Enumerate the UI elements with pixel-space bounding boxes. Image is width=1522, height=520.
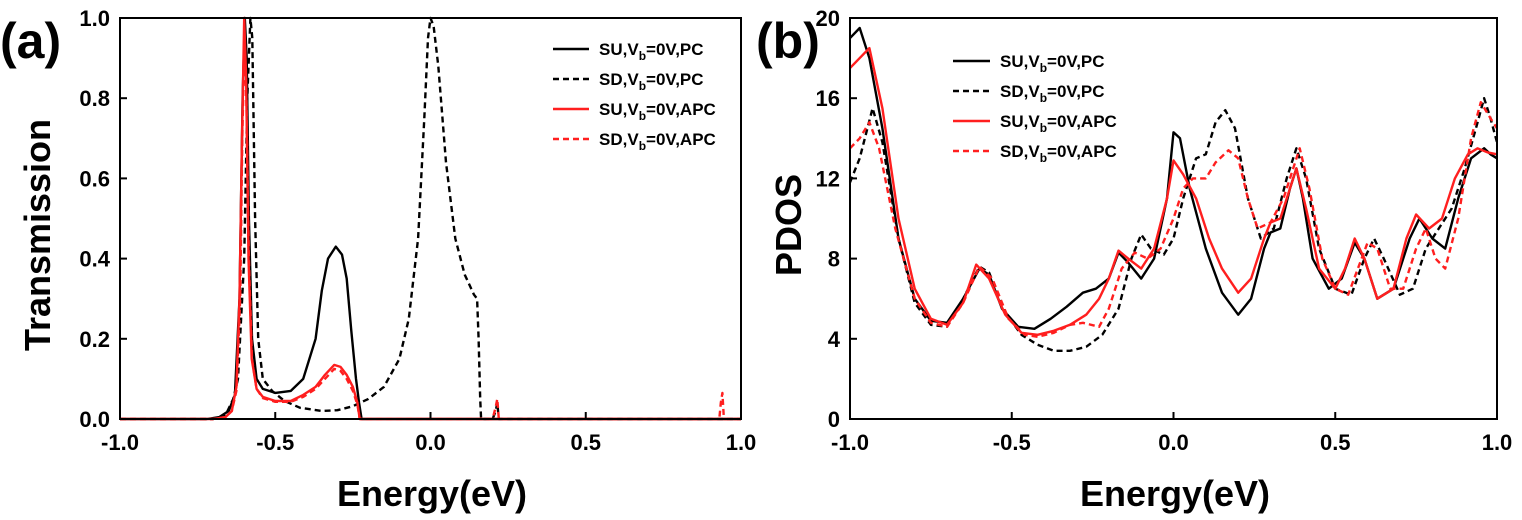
panel-b-legend-label-2: SD,Vb=0V,PC <box>1000 82 1105 105</box>
panel-a-xlabel: Energy(eV) <box>337 473 527 514</box>
panel-b-legend-label-4: SD,Vb=0V,APC <box>1000 142 1117 165</box>
panel-a-ytick-label: 0.2 <box>79 327 110 352</box>
panel-a-xtick-label: -1.0 <box>101 430 139 455</box>
panel-a-legend-label-4: SD,Vb=0V,APC <box>599 130 716 153</box>
panel-a-legend-label-2: SD,Vb=0V,PC <box>599 70 704 93</box>
panel-a-ytick-label: 1.0 <box>79 6 110 31</box>
panel-a-xtick-label: 1.0 <box>726 430 757 455</box>
panel-a-xtick-label: -0.5 <box>256 430 294 455</box>
panel-a: (a) Transmission Energy(eV) -1.0 -0.5 0.0 0… <box>0 6 756 514</box>
panel-b-xtick-label: -0.5 <box>993 430 1031 455</box>
panel-b-legend-label-3: SU,Vb=0V,APC <box>1000 112 1117 135</box>
panel-a-ytick-label: 0.4 <box>79 247 110 272</box>
panel-a-label: (a) <box>0 13 61 69</box>
panel-a-series-3-line <box>120 16 741 421</box>
panel-b-series-4-line <box>849 101 1499 338</box>
panel-b-xtick-label: 0.5 <box>1320 430 1351 455</box>
panel-b-plot-frame <box>849 17 1498 420</box>
panel-a-legend-label-1: SU,Vb=0V,PC <box>599 40 704 63</box>
panel-a-ytick-label: 0.6 <box>79 166 110 191</box>
panel-b-legend-label-1: SU,Vb=0V,PC <box>1000 52 1105 75</box>
panel-b-label: (b) <box>756 13 820 69</box>
panel-b-ytick-label: 12 <box>816 166 840 191</box>
panel-b-series-3-line <box>849 46 1498 336</box>
panel-b-xtick-label: 0.0 <box>1158 430 1189 455</box>
panel-b-ytick-label: 20 <box>816 6 840 31</box>
panel-b-ytick-label: 0 <box>828 407 840 432</box>
panel-a-series-4-line <box>120 36 741 421</box>
panel-a-xtick-label: 0.0 <box>415 430 446 455</box>
panel-b-xlabel: Energy(eV) <box>1080 473 1270 514</box>
panel-b-xtick-label: 1.0 <box>1482 430 1513 455</box>
panel-b-series-1-line <box>849 26 1498 330</box>
panel-b-ytick-label: 8 <box>828 247 840 272</box>
panel-a-ylabel: Transmission <box>17 119 58 351</box>
panel-a-ytick-label: 0.0 <box>79 407 110 432</box>
panel-a-legend-label-3: SU,Vb=0V,APC <box>599 100 716 123</box>
panel-a-ytick-label: 0.8 <box>79 86 110 111</box>
panel-b-xtick-label: -1.0 <box>831 430 869 455</box>
panel-b: (b) PDOS Energy(eV) -1.0 -0.5 0.0 0.5 1.0 0 4 8… <box>756 6 1512 514</box>
panel-b-ytick-label: 4 <box>828 327 841 352</box>
panel-b-ylabel: PDOS <box>768 174 809 276</box>
panel-a-xtick-label: 0.5 <box>570 430 601 455</box>
panel-b-ytick-label: 16 <box>816 86 840 111</box>
